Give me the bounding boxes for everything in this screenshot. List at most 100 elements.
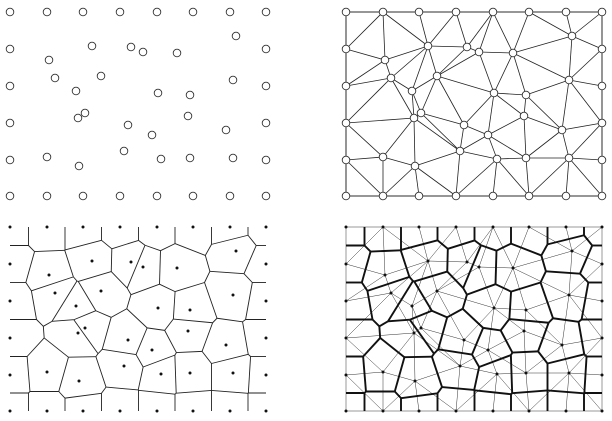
site-dot — [150, 348, 154, 352]
voronoi-edge — [172, 291, 176, 320]
voronoi-edge — [95, 353, 99, 357]
site-dot — [155, 225, 159, 229]
site-point — [50, 73, 60, 83]
site-point — [5, 81, 15, 91]
site-point — [115, 191, 125, 201]
site-point — [96, 71, 106, 81]
site-dot — [231, 371, 235, 375]
voronoi-edge — [393, 356, 406, 392]
delaunay-edge — [459, 150, 498, 160]
delaunay-edge — [345, 156, 384, 161]
site-point — [185, 90, 195, 100]
voronoi-edge — [204, 282, 218, 319]
site-dot — [188, 308, 192, 312]
delaunay-edge — [345, 77, 392, 87]
voronoi-edge — [77, 281, 97, 311]
delaunay-edge — [565, 157, 570, 197]
delaunay-edge — [436, 266, 480, 292]
site-point — [188, 7, 198, 17]
delaunay-edge — [420, 327, 461, 367]
site-dot — [224, 343, 228, 347]
voronoi-edge — [164, 318, 174, 331]
site-dot — [570, 249, 574, 253]
voronoi-edge — [547, 317, 554, 324]
voronoi-edge — [173, 318, 213, 324]
voronoi-edge — [110, 248, 113, 272]
voronoi-edge — [126, 294, 132, 309]
voronoi-edge — [64, 392, 102, 399]
site-dot — [413, 379, 417, 383]
voronoi-edge — [509, 318, 549, 324]
site-dot — [600, 409, 604, 413]
voronoi-edge — [101, 317, 112, 350]
site-point — [508, 48, 518, 58]
delaunay-edge — [413, 117, 461, 152]
delaunay-edge — [528, 11, 573, 37]
voronoi-edge — [512, 389, 548, 395]
delaunay-edge — [487, 115, 525, 136]
delaunay-edge — [384, 45, 429, 61]
delaunay-edge — [487, 92, 495, 136]
voronoi-edge — [174, 352, 177, 356]
site-point — [341, 118, 351, 128]
voronoi-edge — [144, 244, 161, 252]
site-point — [597, 81, 607, 91]
delaunay-edge — [390, 45, 429, 79]
site-dot — [53, 291, 57, 295]
delaunay-edge — [427, 11, 457, 47]
voronoi-edge — [135, 354, 144, 368]
voronoi-edge — [430, 356, 443, 388]
site-dot — [8, 336, 12, 340]
voronoi-edge — [408, 276, 414, 282]
site-point — [561, 191, 571, 201]
site-point — [451, 7, 461, 17]
voronoi-edge — [58, 391, 66, 399]
site-point — [483, 130, 493, 140]
site-dot — [264, 262, 268, 266]
delaunay-edge — [382, 156, 416, 167]
voronoi-edge — [394, 390, 402, 399]
delaunay-edge — [496, 157, 527, 160]
site-point — [123, 120, 133, 130]
delaunay-edge — [478, 11, 494, 53]
site-dot — [76, 331, 80, 335]
site-dot — [389, 291, 393, 295]
voronoi-edge — [209, 270, 245, 275]
delaunay-edge — [568, 122, 603, 159]
site-point — [474, 47, 484, 57]
voronoi-edge — [387, 318, 410, 323]
voronoi-edge — [583, 353, 588, 358]
voronoi-edge — [499, 329, 514, 354]
delaunay-edge — [420, 290, 438, 329]
site-dot — [527, 409, 531, 413]
voronoi-edge — [509, 355, 514, 394]
site-dot — [129, 260, 133, 264]
site-point — [521, 153, 531, 163]
voronoi-edge — [126, 287, 132, 295]
voronoi-edge — [30, 290, 37, 320]
voronoi-edge — [431, 309, 448, 319]
delaunay-edge — [561, 79, 570, 131]
voronoi-edge — [201, 351, 212, 364]
site-point — [489, 88, 499, 98]
delaunay-edge — [568, 79, 603, 124]
delaunay-edge — [493, 92, 527, 96]
voronoi-edge — [446, 270, 464, 289]
site-point — [188, 191, 198, 201]
site-dot — [600, 299, 604, 303]
site-point — [73, 113, 83, 123]
voronoi-edge — [539, 282, 554, 319]
delaunay-edge — [525, 79, 570, 96]
site-point — [410, 161, 420, 171]
delaunay-edge — [436, 51, 480, 77]
site-dot — [412, 331, 416, 335]
site-point — [519, 111, 529, 121]
site-point — [459, 120, 469, 130]
voronoi-edge — [363, 244, 372, 253]
delaunay-edge — [512, 35, 573, 54]
delaunay-edge — [487, 349, 527, 374]
site-dot — [344, 336, 348, 340]
site-dot — [8, 299, 12, 303]
voronoi-edge — [378, 326, 382, 339]
